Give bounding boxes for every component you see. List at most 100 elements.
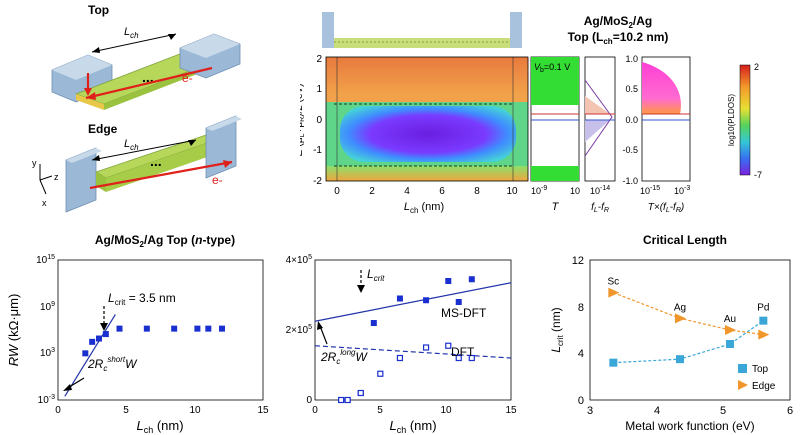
linear-ytick-1: 2×105 <box>286 324 313 336</box>
critical-ylabel: Lcrit (nm) <box>549 307 565 352</box>
rw-ytick-3: 10-3 <box>38 394 55 406</box>
svg-text:0: 0 <box>312 405 318 416</box>
pldos-panel: 2 1 0 -1 -2 E-(μL+μR)/2 (eV) 0 2 4 6 8 1… <box>300 0 800 225</box>
pldos-xticks: 0 2 4 6 8 10 <box>334 186 518 197</box>
linear-xticks: 0 5 10 15 <box>312 405 517 416</box>
pldos-xlabel: Lch (nm) <box>404 201 444 215</box>
linear-dft-point <box>339 398 344 403</box>
edge-point <box>758 330 769 340</box>
svg-text:4: 4 <box>404 186 410 197</box>
pldos-ylabel: E-(μL+μR)/2 (eV) <box>300 83 306 156</box>
rw-title: Ag/MoS2/Ag Top (n-type) <box>95 233 235 249</box>
fermi-difference-panel <box>585 57 615 181</box>
edge-ellipsis: ... <box>150 153 162 169</box>
linear-dft-point <box>345 398 350 403</box>
linear-msdft-label: MS-DFT <box>441 306 487 320</box>
critical-legend: Top Edge <box>738 364 776 392</box>
pldos-title-line2: Top (Lch=10.2 nm) <box>568 30 669 46</box>
linear-lcrit-annotation: Lcrit <box>367 267 385 283</box>
device-schematic: Top ... Lch e- Edge . <box>0 0 270 225</box>
rw-point <box>82 350 88 356</box>
rw-point <box>171 326 177 332</box>
critical-xlabel: Metal work function (eV) <box>625 419 754 433</box>
t-tick-right: 10 <box>570 186 580 196</box>
metal-label: Au <box>724 314 736 325</box>
legend-top-marker <box>738 364 747 373</box>
rw-xticks: 0 5 10 15 <box>55 405 269 416</box>
svg-text:3: 3 <box>587 405 593 417</box>
tf-yticks: 1.0 0.5 0.0 -0.5 -1.0 <box>622 54 638 186</box>
svg-text:1: 1 <box>316 84 322 95</box>
svg-text:2: 2 <box>316 54 322 65</box>
linear-dft-point <box>378 371 383 376</box>
svg-text:12: 12 <box>572 255 584 267</box>
axis-z-label: z <box>54 172 59 182</box>
tf-xlabel: T×(fL-fR) <box>648 202 684 214</box>
svg-text:15: 15 <box>505 405 517 416</box>
top-point <box>759 317 767 325</box>
linear-resistance-chart: 4×105 2×105 0 0 5 10 15 Lch (nm) Lcrit M… <box>275 230 525 435</box>
svg-text:15: 15 <box>257 405 269 416</box>
rw-xlabel: Lch (nm) <box>136 418 183 435</box>
linear-msdft-point <box>469 276 475 282</box>
rw-point <box>96 336 102 342</box>
linear-plot-area <box>315 260 511 400</box>
svg-text:6: 6 <box>439 186 445 197</box>
axis-y-label: y <box>32 158 37 168</box>
top-lch-label: Lch <box>124 26 139 40</box>
svg-text:10: 10 <box>189 405 201 416</box>
linear-msdft-point <box>456 299 462 305</box>
rw-point <box>103 331 109 337</box>
svg-text:5: 5 <box>123 405 129 416</box>
rw-ytick-2: 103 <box>40 347 55 359</box>
linear-ytick-0: 4×105 <box>286 254 313 266</box>
svg-text:0: 0 <box>316 115 322 126</box>
svg-text:2: 2 <box>369 186 375 197</box>
rw-point <box>205 326 211 332</box>
edge-point <box>725 325 736 335</box>
rw-ylabel: RW (kΩ·μm) <box>6 294 21 367</box>
rw-point <box>117 326 123 332</box>
rw-point <box>89 339 95 345</box>
svg-text:0.0: 0.0 <box>625 115 638 125</box>
pldos-yticks: 2 1 0 -1 -2 <box>313 54 322 187</box>
linear-dft-point <box>397 356 402 361</box>
edge-lch-label: Lch <box>124 138 139 152</box>
legend-edge-marker <box>738 380 748 390</box>
rw-point <box>144 326 150 332</box>
top-label: Top <box>88 3 109 17</box>
colorbar <box>740 65 750 175</box>
critical-title: Critical Length <box>643 233 727 247</box>
svg-text:4: 4 <box>654 405 660 417</box>
axis-x-label: x <box>42 198 47 208</box>
svg-text:0: 0 <box>55 405 61 416</box>
top-point <box>726 340 734 348</box>
svg-text:0: 0 <box>334 186 340 197</box>
linear-msdft-point <box>397 296 403 302</box>
svg-text:10: 10 <box>440 405 452 416</box>
critical-plot-area <box>590 260 790 400</box>
top-device: ... Lch e- <box>52 26 240 110</box>
rw-ytick-0: 1015 <box>36 254 55 266</box>
critical-xticks: 3 4 5 6 <box>587 405 793 417</box>
svg-text:-2: -2 <box>313 176 322 187</box>
rw-plot-area <box>58 260 263 400</box>
metal-label: Pd <box>757 303 769 314</box>
svg-text:-1.0: -1.0 <box>622 176 638 186</box>
current-spectrum-panel <box>642 57 690 181</box>
linear-xlabel: Lch (nm) <box>389 418 436 435</box>
rw-2rc-annotation: 2RcshortW <box>87 355 138 373</box>
coordinate-axes <box>40 164 52 194</box>
t-xlabel: T <box>552 201 560 213</box>
svg-text:-0.5: -0.5 <box>622 145 638 155</box>
edge-series-line <box>613 293 763 335</box>
svg-text:5: 5 <box>720 405 726 417</box>
f-xlabel: fL-fR <box>591 202 609 214</box>
colorbar-tick-max: 2 <box>754 62 759 72</box>
metal-label: Ag <box>674 302 686 313</box>
linear-2rc-annotation: 2RclongW <box>320 348 368 366</box>
edge-point <box>675 313 686 323</box>
linear-2rc-arrow <box>320 326 327 344</box>
colorbar-label: log10(PLDOS) <box>727 94 736 146</box>
edge-point <box>608 288 619 298</box>
